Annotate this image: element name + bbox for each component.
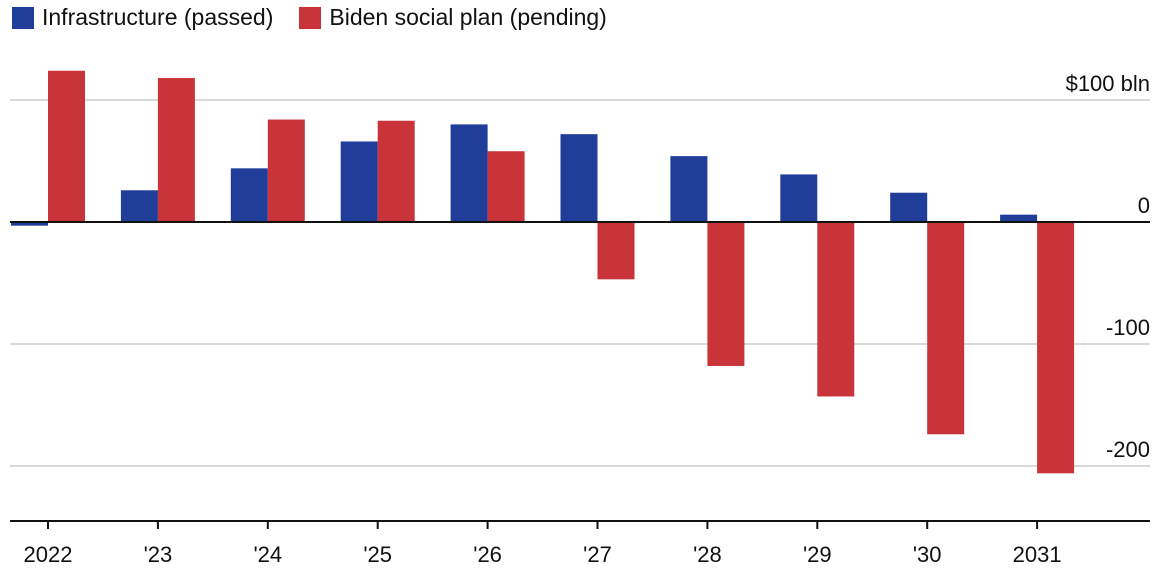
x-tick-label: '24 bbox=[253, 542, 282, 567]
x-tick-label: 2031 bbox=[1013, 542, 1062, 567]
bar-social bbox=[267, 119, 305, 222]
x-tick-label: '25 bbox=[363, 542, 392, 567]
bar-social bbox=[487, 151, 525, 222]
x-tick-label: 2022 bbox=[24, 542, 73, 567]
bar-social bbox=[927, 222, 965, 435]
bar-infrastructure bbox=[11, 222, 48, 226]
bar-infrastructure bbox=[450, 124, 488, 222]
bar-infrastructure bbox=[340, 141, 378, 222]
x-tick-label: '27 bbox=[583, 542, 612, 567]
bar-social bbox=[48, 70, 85, 222]
bar-social bbox=[707, 222, 745, 366]
y-tick-label: -200 bbox=[1106, 437, 1150, 462]
y-tick-label: -100 bbox=[1106, 315, 1150, 340]
bar-social bbox=[377, 120, 415, 222]
bar-infrastructure bbox=[560, 134, 598, 222]
bar-infrastructure bbox=[670, 156, 708, 222]
bar-infrastructure bbox=[780, 174, 818, 222]
bar-infrastructure bbox=[230, 168, 268, 222]
legend-item-infrastructure: Infrastructure (passed) bbox=[12, 4, 273, 31]
x-tick-label: '30 bbox=[913, 542, 942, 567]
x-tick-label: '29 bbox=[803, 542, 832, 567]
x-tick-label: '28 bbox=[693, 542, 722, 567]
legend-label-infrastructure: Infrastructure (passed) bbox=[42, 4, 274, 30]
legend-item-social: Biden social plan (pending) bbox=[299, 4, 607, 31]
axes bbox=[10, 221, 1150, 529]
x-tick-label: '26 bbox=[473, 542, 502, 567]
legend-label-social: Biden social plan (pending) bbox=[329, 4, 607, 30]
bar-social bbox=[157, 78, 195, 222]
legend-swatch-infrastructure bbox=[12, 6, 34, 29]
legend: Infrastructure (passed) Biden social pla… bbox=[12, 4, 633, 31]
x-tick-label: '23 bbox=[144, 542, 173, 567]
bar-social bbox=[1037, 222, 1075, 474]
y-tick-label: 0 bbox=[1138, 193, 1150, 218]
bar-infrastructure bbox=[890, 192, 928, 222]
bar-infrastructure bbox=[1000, 214, 1038, 222]
bar-infrastructure bbox=[120, 190, 158, 222]
bars bbox=[11, 70, 1075, 474]
bar-social bbox=[817, 222, 855, 397]
bar-social bbox=[597, 222, 635, 280]
y-tick-label: $100 bln bbox=[1066, 71, 1150, 96]
tick-labels: $100 bln 0 -100 -200 2022 '23 '24 '25 '26 '27 '28 '… bbox=[24, 71, 1150, 567]
legend-swatch-social bbox=[299, 6, 322, 29]
